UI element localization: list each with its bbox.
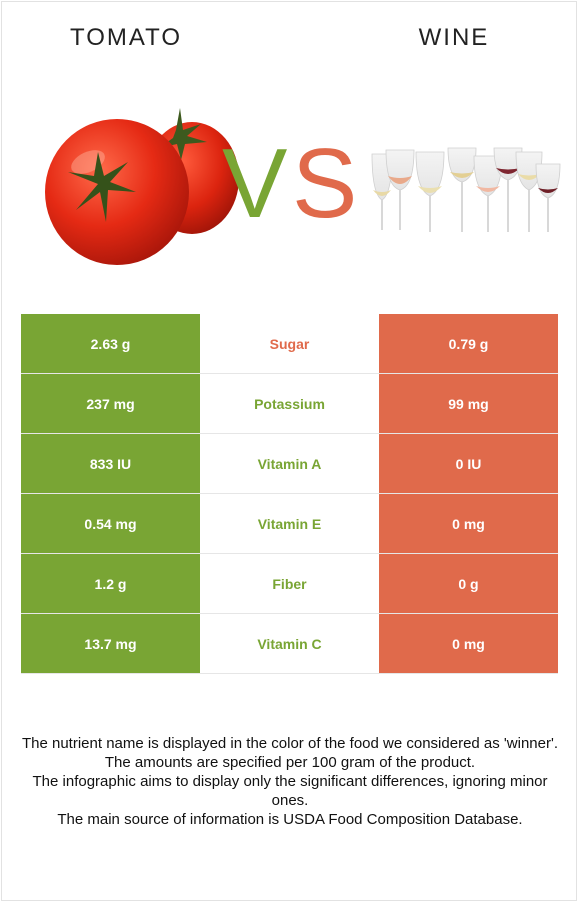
right-value-cell: 99 mg [379,373,558,434]
footer-note: The nutrient name is displayed in the co… [21,735,559,752]
left-food-title: TOMATO [69,24,182,51]
nutrient-name-cell: Fiber [200,553,379,614]
nutrient-name-cell: Vitamin C [200,613,379,674]
left-value-cell: 237 mg [21,373,200,434]
right-value-cell: 0 mg [379,493,558,554]
table-row: 2.63 g Sugar 0.79 g [21,314,558,374]
left-value-cell: 1.2 g [21,553,200,614]
left-value-cell: 13.7 mg [21,613,200,674]
vs-s-letter: S [292,128,357,238]
right-value-cell: 0 IU [379,433,558,494]
hero-illustration: V S [45,108,561,265]
table-row: 237 mg Potassium 99 mg [21,373,558,434]
right-food-title: WINE [418,24,490,51]
right-value-cell: 0 g [379,553,558,614]
footer-note: The amounts are specified per 100 gram o… [104,754,476,771]
tomato-image [45,108,239,265]
comparison-table: 2.63 g Sugar 0.79 g 237 mg Potassium 99 mg 833… [21,314,558,674]
nutrient-name-cell: Vitamin A [200,433,379,494]
wine-glasses-image [368,147,561,234]
left-value-cell: 0.54 mg [21,493,200,554]
left-value-cell: 833 IU [21,433,200,494]
vs-v-letter: V [222,128,287,238]
footer-note: The infographic aims to display only the… [32,773,548,809]
right-value-cell: 0 mg [379,613,558,674]
nutrient-name-cell: Vitamin E [200,493,379,554]
table-row: 1.2 g Fiber 0 g [21,553,558,614]
footer-notes: The nutrient name is displayed in the co… [20,734,560,829]
nutrient-name-cell: Sugar [200,314,379,374]
left-value-cell: 2.63 g [21,314,200,374]
right-value-cell: 0.79 g [379,314,558,374]
nutrient-name-cell: Potassium [200,373,379,434]
footer-note: The main source of information is USDA F… [57,811,523,828]
